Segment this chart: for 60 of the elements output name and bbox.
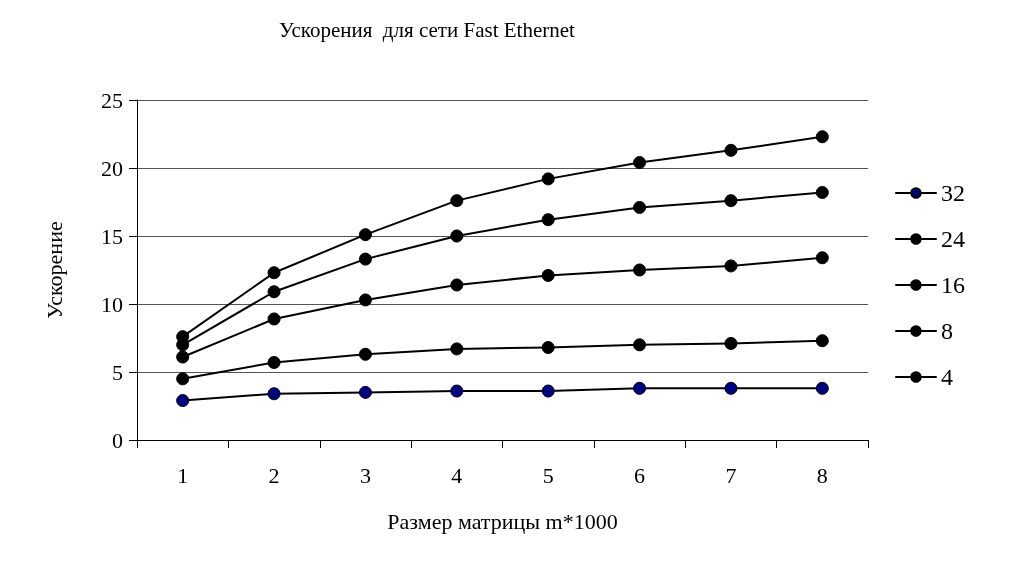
point bbox=[176, 372, 190, 386]
point bbox=[633, 381, 647, 395]
point bbox=[724, 381, 738, 395]
y-tick-label: 0 bbox=[112, 427, 123, 453]
point bbox=[450, 384, 464, 398]
legend-label: 8 bbox=[941, 318, 953, 344]
point bbox=[358, 385, 372, 399]
point bbox=[450, 342, 464, 356]
y-tick-label: 10 bbox=[101, 291, 123, 317]
point bbox=[541, 384, 555, 398]
x-axis-title: Размер матрицы m*1000 bbox=[387, 508, 618, 534]
point bbox=[815, 251, 829, 265]
x-tick-label: 1 bbox=[177, 462, 189, 488]
chart-title: Ускорения для сети Fast Ethernet bbox=[279, 17, 576, 42]
point bbox=[541, 341, 555, 355]
point bbox=[358, 347, 372, 361]
point bbox=[358, 228, 372, 242]
y-tick-label: 25 bbox=[101, 87, 123, 113]
point bbox=[541, 172, 555, 186]
point bbox=[724, 336, 738, 350]
point bbox=[267, 285, 281, 299]
point bbox=[358, 252, 372, 266]
point bbox=[815, 334, 829, 348]
x-tick-label: 5 bbox=[542, 462, 554, 488]
legend-label: 24 bbox=[941, 226, 965, 252]
legend-label: 4 bbox=[941, 364, 953, 390]
point bbox=[267, 387, 281, 401]
point bbox=[176, 394, 190, 408]
legend-label: 16 bbox=[941, 272, 965, 298]
point bbox=[176, 350, 190, 364]
point bbox=[633, 156, 647, 170]
point bbox=[267, 266, 281, 280]
point bbox=[724, 194, 738, 208]
point bbox=[633, 338, 647, 352]
point bbox=[541, 268, 555, 282]
y-tick-label: 20 bbox=[101, 155, 123, 181]
point bbox=[267, 312, 281, 326]
legend-label: 32 bbox=[941, 180, 965, 206]
point bbox=[450, 278, 464, 292]
point bbox=[541, 213, 555, 227]
point bbox=[815, 130, 829, 144]
point bbox=[450, 229, 464, 243]
x-tick-label: 7 bbox=[725, 462, 737, 488]
x-tick-label: 4 bbox=[451, 462, 463, 488]
y-axis-title: Ускорение bbox=[41, 221, 67, 319]
point bbox=[450, 194, 464, 208]
point bbox=[267, 355, 281, 369]
point bbox=[815, 185, 829, 199]
point bbox=[633, 200, 647, 214]
point bbox=[815, 381, 829, 395]
point bbox=[724, 143, 738, 157]
y-tick-label: 15 bbox=[101, 223, 123, 249]
x-tick-label: 3 bbox=[359, 462, 371, 488]
x-tick-label: 2 bbox=[268, 462, 280, 488]
point bbox=[358, 293, 372, 307]
x-tick-label: 8 bbox=[816, 462, 828, 488]
y-tick-label: 5 bbox=[112, 359, 123, 385]
x-tick-label: 6 bbox=[634, 462, 646, 488]
point bbox=[633, 263, 647, 277]
point bbox=[724, 259, 738, 273]
